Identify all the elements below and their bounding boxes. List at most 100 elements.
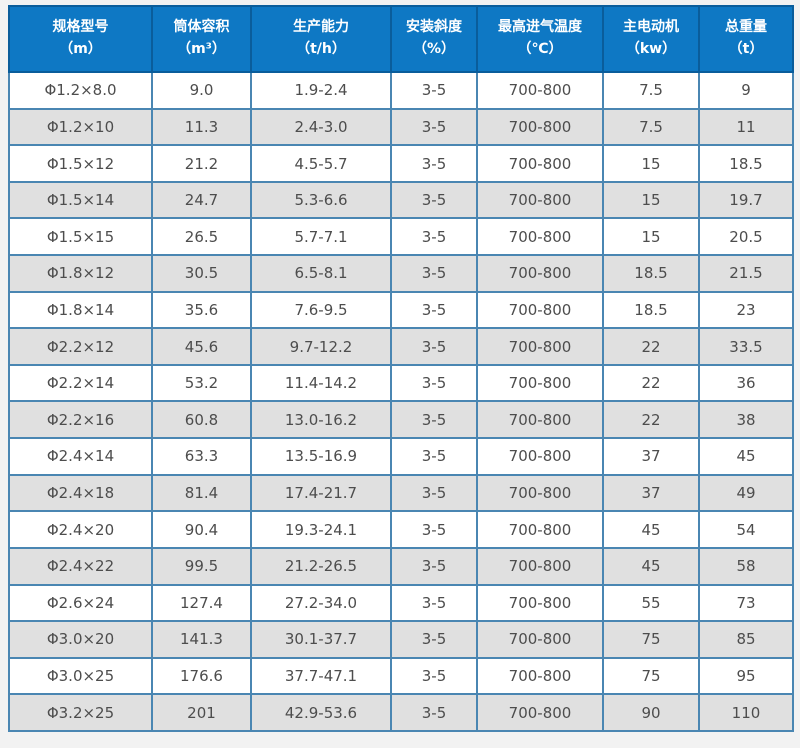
table-cell: Φ2.4×20 (8, 510, 153, 549)
table-cell: 54 (698, 510, 794, 549)
table-cell: 7.5 (602, 71, 700, 110)
table-row: Φ3.2×25 201 42.9-53.6 3-5 700-800 90 110 (8, 693, 794, 732)
table-cell: 45 (602, 546, 700, 586)
table-cell: 3-5 (390, 620, 478, 659)
table-cell: Φ1.5×14 (8, 180, 153, 220)
column-label: 最高进气温度 (498, 19, 582, 36)
table-cell: 53.2 (151, 363, 252, 403)
table-cell: 3-5 (390, 656, 478, 696)
table-cell: 1.9-2.4 (250, 71, 392, 110)
table-cell: 22 (602, 363, 700, 403)
table-cell: 42.9-53.6 (250, 693, 392, 732)
table-row: Φ2.6×24 127.4 27.2-34.0 3-5 700-800 55 73 (8, 583, 794, 623)
table-cell: 700-800 (476, 473, 604, 513)
table-cell: 700-800 (476, 583, 604, 623)
table-row: Φ1.8×14 35.6 7.6-9.5 3-5 700-800 18.5 23 (8, 290, 794, 330)
table-cell: 75 (602, 620, 700, 659)
table-row: Φ1.2×8.0 9.0 1.9-2.4 3-5 700-800 7.5 9 (8, 71, 794, 110)
table-cell: 3-5 (390, 473, 478, 513)
table-cell: 3-5 (390, 327, 478, 366)
table-cell: 3-5 (390, 363, 478, 403)
table-header: 规格型号 （m） 筒体容积 （m³） 生产能力 （t/h） 安装斜度 （%） 最高进气温度 （℃）… (8, 5, 794, 73)
table-cell: 26.5 (151, 217, 252, 257)
table-cell: Φ3.0×20 (8, 620, 153, 659)
header-row: 规格型号 （m） 筒体容积 （m³） 生产能力 （t/h） 安装斜度 （%） 最高进气温度 （℃）… (8, 5, 794, 73)
table-cell: 700-800 (476, 180, 604, 220)
table-cell: 7.5 (602, 107, 700, 147)
table-cell: 700-800 (476, 327, 604, 366)
table-cell: 33.5 (698, 327, 794, 366)
table-cell: 60.8 (151, 400, 252, 440)
table-cell: 81.4 (151, 473, 252, 513)
table-cell: 3-5 (390, 510, 478, 549)
table-cell: 30.5 (151, 254, 252, 293)
table-cell: 700-800 (476, 437, 604, 476)
table-cell: 11.4-14.2 (250, 363, 392, 403)
column-unit: （kw） (625, 41, 677, 57)
spec-table: 规格型号 （m） 筒体容积 （m³） 生产能力 （t/h） 安装斜度 （%） 最高进气温度 （℃）… (8, 5, 794, 732)
table-cell: Φ3.0×25 (8, 656, 153, 696)
table-cell: 6.5-8.1 (250, 254, 392, 293)
column-header: 总重量 （t） (698, 5, 794, 73)
table-cell: Φ1.8×14 (8, 290, 153, 330)
table-cell: 700-800 (476, 71, 604, 110)
table-cell: 176.6 (151, 656, 252, 696)
table-cell: 3-5 (390, 180, 478, 220)
table-cell: 90 (602, 693, 700, 732)
table-cell: Φ1.5×12 (8, 144, 153, 183)
table-cell: 21.5 (698, 254, 794, 293)
table-cell: 3-5 (390, 217, 478, 257)
table-row: Φ3.0×25 176.6 37.7-47.1 3-5 700-800 75 95 (8, 656, 794, 696)
table-cell: Φ1.8×12 (8, 254, 153, 293)
column-label: 总重量 (725, 19, 767, 36)
table-cell: 11 (698, 107, 794, 147)
table-cell: 700-800 (476, 217, 604, 257)
column-header: 规格型号 （m） (8, 5, 153, 73)
table-cell: 4.5-5.7 (250, 144, 392, 183)
table-cell: 5.7-7.1 (250, 217, 392, 257)
table-cell: 700-800 (476, 107, 604, 147)
column-unit: （t） (728, 41, 764, 57)
table-cell: 21.2-26.5 (250, 546, 392, 586)
table-cell: Φ2.4×14 (8, 437, 153, 476)
table-cell: 700-800 (476, 620, 604, 659)
column-unit: （m³） (177, 41, 226, 57)
table-cell: 5.3-6.6 (250, 180, 392, 220)
table-cell: 23 (698, 290, 794, 330)
table-cell: 3-5 (390, 290, 478, 330)
table-cell: 35.6 (151, 290, 252, 330)
table-cell: 110 (698, 693, 794, 732)
table-cell: 75 (602, 656, 700, 696)
table-cell: 3-5 (390, 107, 478, 147)
table-cell: 13.0-16.2 (250, 400, 392, 440)
column-header: 最高进气温度 （℃） (476, 5, 604, 73)
table-cell: 3-5 (390, 71, 478, 110)
table-cell: 24.7 (151, 180, 252, 220)
table-cell: 18.5 (698, 144, 794, 183)
table-cell: 73 (698, 583, 794, 623)
table-cell: 141.3 (151, 620, 252, 659)
table-row: Φ1.5×12 21.2 4.5-5.7 3-5 700-800 15 18.5 (8, 144, 794, 183)
table-cell: 201 (151, 693, 252, 732)
table-cell: Φ2.4×18 (8, 473, 153, 513)
table-cell: 700-800 (476, 254, 604, 293)
table-cell: Φ1.5×15 (8, 217, 153, 257)
table-cell: 11.3 (151, 107, 252, 147)
table-cell: 13.5-16.9 (250, 437, 392, 476)
table-cell: 3-5 (390, 437, 478, 476)
table-row: Φ2.4×20 90.4 19.3-24.1 3-5 700-800 45 54 (8, 510, 794, 549)
table-cell: 38 (698, 400, 794, 440)
column-label: 生产能力 (293, 19, 349, 36)
column-unit: （%） (412, 41, 456, 57)
table-row: Φ2.4×22 99.5 21.2-26.5 3-5 700-800 45 58 (8, 546, 794, 586)
table-cell: 45.6 (151, 327, 252, 366)
table-cell: Φ2.2×16 (8, 400, 153, 440)
table-cell: 3-5 (390, 693, 478, 732)
table-cell: 18.5 (602, 290, 700, 330)
table-cell: Φ2.2×12 (8, 327, 153, 366)
table-cell: Φ1.2×10 (8, 107, 153, 147)
table-cell: 22 (602, 400, 700, 440)
table-cell: Φ2.4×22 (8, 546, 153, 586)
table-cell: 19.3-24.1 (250, 510, 392, 549)
table-cell: 700-800 (476, 656, 604, 696)
